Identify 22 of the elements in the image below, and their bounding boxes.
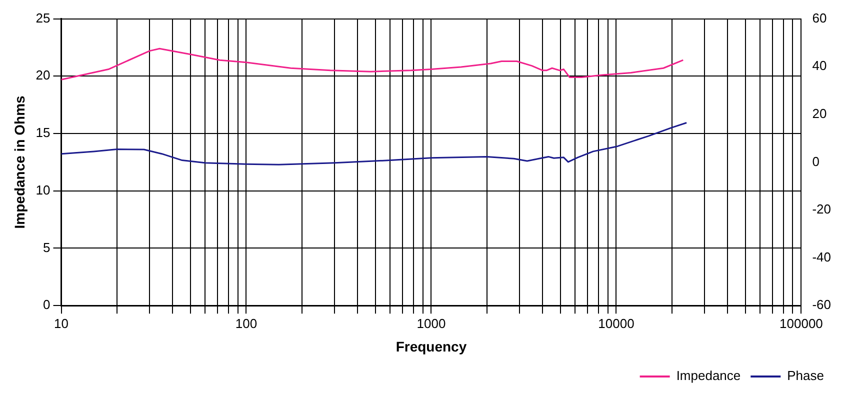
legend-label: Phase	[787, 368, 824, 384]
y2-tick-label: -40	[812, 249, 832, 264]
y2-tick-label: 60	[812, 10, 827, 26]
x-tick-label: 10000	[598, 316, 634, 331]
x-tick-label: 100000	[780, 316, 823, 331]
y2-tick-label: -60	[812, 297, 832, 312]
y2-tick-label: -20	[812, 202, 832, 217]
x-tick-label: 1000	[416, 316, 446, 331]
y-tick-label: 0	[43, 297, 50, 312]
y-tick-label: 10	[36, 182, 50, 198]
legend-label: Impedance	[676, 368, 741, 384]
x-tick-label: 100	[235, 316, 258, 331]
y-tick-label: 15	[36, 125, 50, 140]
x-axis-title: Frequency	[396, 338, 467, 354]
y2-tick-label: 40	[812, 58, 827, 74]
y2-tick-label: 0	[812, 154, 820, 169]
y-tick-label: 5	[43, 240, 50, 255]
y-tick-label: 25	[36, 10, 50, 26]
y-axis-title: Impedance in Ohms	[11, 95, 28, 229]
y-tick-label: 20	[36, 68, 50, 83]
x-tick-label: 10	[54, 316, 68, 331]
y2-tick-label: 20	[812, 106, 827, 121]
